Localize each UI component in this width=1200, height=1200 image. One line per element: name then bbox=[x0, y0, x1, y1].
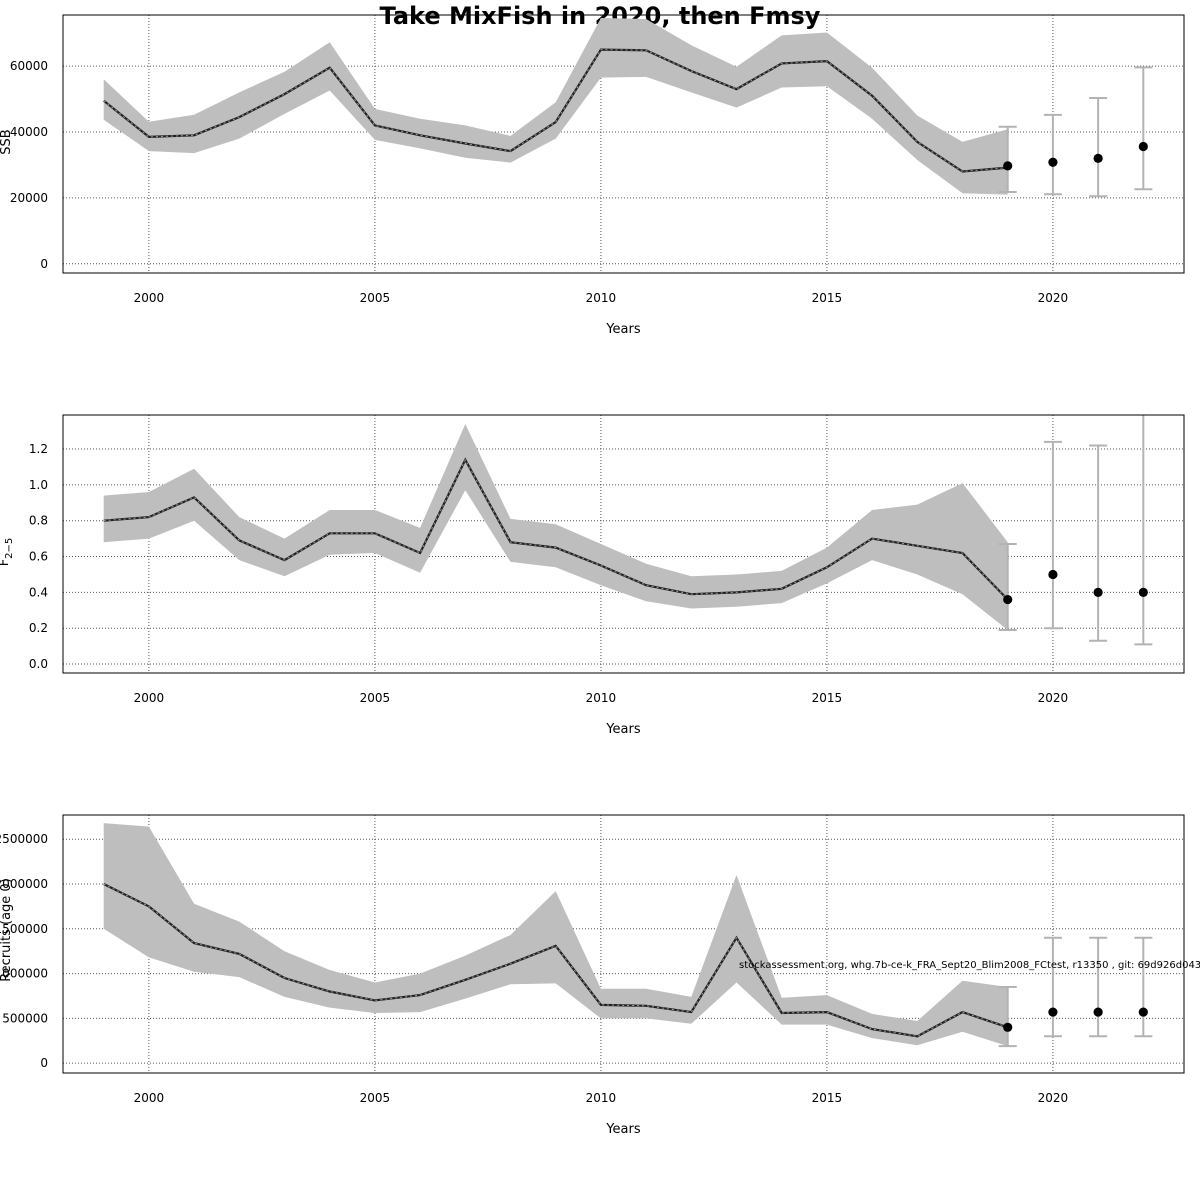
forecast-errorbar bbox=[1134, 936, 1153, 1038]
x-tick-label: 2005 bbox=[360, 291, 391, 305]
forecast-errorbar bbox=[1134, 66, 1153, 191]
y-tick-label: 20000 bbox=[10, 191, 48, 205]
estimate-line-dots bbox=[103, 458, 1009, 600]
estimate-line bbox=[103, 48, 1008, 173]
plot-frame bbox=[62, 14, 1185, 274]
forecast-errorbar bbox=[1089, 97, 1108, 198]
x-tick-label: 2005 bbox=[360, 1091, 391, 1105]
estimate-line-dots bbox=[103, 883, 1008, 1037]
forecast-errorbar bbox=[1134, 415, 1153, 646]
forecast-point bbox=[1048, 157, 1058, 167]
forecast-point bbox=[1093, 153, 1103, 163]
x-tick-label: 2005 bbox=[360, 691, 391, 705]
panels: 2000 2005 2010 2015 20200200004000060000Year… bbox=[0, 14, 1200, 1137]
forecast-point bbox=[1048, 569, 1058, 580]
x-tick-label: 2020 bbox=[1038, 291, 1069, 305]
y-tick-label: 2500000 bbox=[0, 832, 48, 846]
forecast-point bbox=[1138, 587, 1148, 597]
x-tick-label: 2010 bbox=[586, 1091, 617, 1105]
y-tick-label: 60000 bbox=[10, 59, 48, 73]
panel-2: 2000 2005 2010 2015 2020 0.0 0.2 0.4 0.6 0.8 1.0 1.… bbox=[0, 414, 1185, 737]
forecast-errorbar bbox=[1089, 936, 1108, 1038]
x-tick-label: 2000 bbox=[134, 1091, 165, 1105]
x-tick-label: 2010 bbox=[586, 691, 617, 705]
panel-3: 2000 2005 2010 2015 2020 0 500000 1000000 150000… bbox=[0, 814, 1185, 1137]
forecast-errorbar bbox=[998, 543, 1017, 631]
y-tick-label: 1.2 bbox=[29, 442, 48, 456]
y-tick-label: 0 bbox=[40, 257, 48, 271]
confidence-band bbox=[103, 823, 1008, 1047]
forecast-point bbox=[1093, 587, 1103, 597]
x-axis-label: Years bbox=[605, 1122, 641, 1137]
y-tick-label: 0.2 bbox=[29, 621, 48, 635]
y-tick-label: 1500000 bbox=[0, 922, 48, 936]
forecast-point bbox=[1003, 161, 1013, 171]
y-tick-label: 40000 bbox=[10, 125, 48, 139]
forecast-point bbox=[1138, 141, 1148, 152]
y-tick-label: 1000000 bbox=[0, 967, 48, 981]
forecast-errorbar bbox=[1089, 444, 1108, 642]
plot-area bbox=[63, 15, 1184, 273]
forecast-errorbar bbox=[1043, 440, 1062, 630]
x-tick-label: 2000 bbox=[134, 291, 165, 305]
y-tick-label: 2000000 bbox=[0, 877, 48, 891]
confidence-band bbox=[103, 424, 1008, 630]
forecast-point bbox=[1093, 1007, 1103, 1017]
forecast-errorbar bbox=[1043, 113, 1062, 196]
y-axis-label-subscript: 2−5 bbox=[4, 538, 15, 559]
footnote-text: stockassessment.org, whg.7b-ce-k_FRA_Sep… bbox=[739, 960, 1200, 971]
x-tick-label: 2010 bbox=[586, 291, 617, 305]
plot-area bbox=[63, 415, 1184, 673]
plot-frame bbox=[62, 814, 1185, 1074]
confidence-band bbox=[103, 18, 1008, 195]
forecast-errorbar bbox=[998, 125, 1017, 193]
y-tick-label: 0.8 bbox=[29, 514, 48, 528]
x-axis-label: Years bbox=[605, 322, 641, 337]
x-tick-label: 2015 bbox=[812, 691, 843, 705]
forecast-point bbox=[1138, 1007, 1148, 1017]
x-tick-label: 2000 bbox=[134, 691, 165, 705]
x-axis-label: Years bbox=[605, 722, 641, 737]
x-tick-label: 2015 bbox=[812, 291, 843, 305]
plot-frame bbox=[62, 414, 1185, 674]
forecast-errorbar bbox=[1043, 936, 1062, 1038]
y-axis-label: Recruits (age 0) bbox=[0, 878, 14, 982]
forecast-point bbox=[1048, 1007, 1058, 1017]
y-tick-label: 500000 bbox=[2, 1011, 48, 1025]
x-tick-label: 2020 bbox=[1038, 1091, 1069, 1105]
y-tick-label: 1.0 bbox=[29, 478, 48, 492]
y-axis-label: SSB bbox=[0, 129, 14, 154]
y-tick-label: 0.0 bbox=[29, 657, 48, 671]
y-axis-label: F2−5 bbox=[0, 538, 15, 567]
forecast-point bbox=[1003, 594, 1013, 605]
forecast-errorbar bbox=[998, 986, 1017, 1048]
y-tick-label: 0 bbox=[40, 1056, 48, 1070]
x-tick-label: 2020 bbox=[1038, 691, 1069, 705]
y-tick-label: 0.4 bbox=[29, 585, 48, 599]
x-tick-label: 2015 bbox=[812, 1091, 843, 1105]
y-tick-label: 0.6 bbox=[29, 550, 48, 564]
forecast-point bbox=[1003, 1022, 1013, 1032]
plot-area bbox=[63, 815, 1184, 1073]
panel-1: 2000 2005 2010 2015 2020 0 20000 40000 60000 Year… bbox=[0, 14, 1185, 337]
